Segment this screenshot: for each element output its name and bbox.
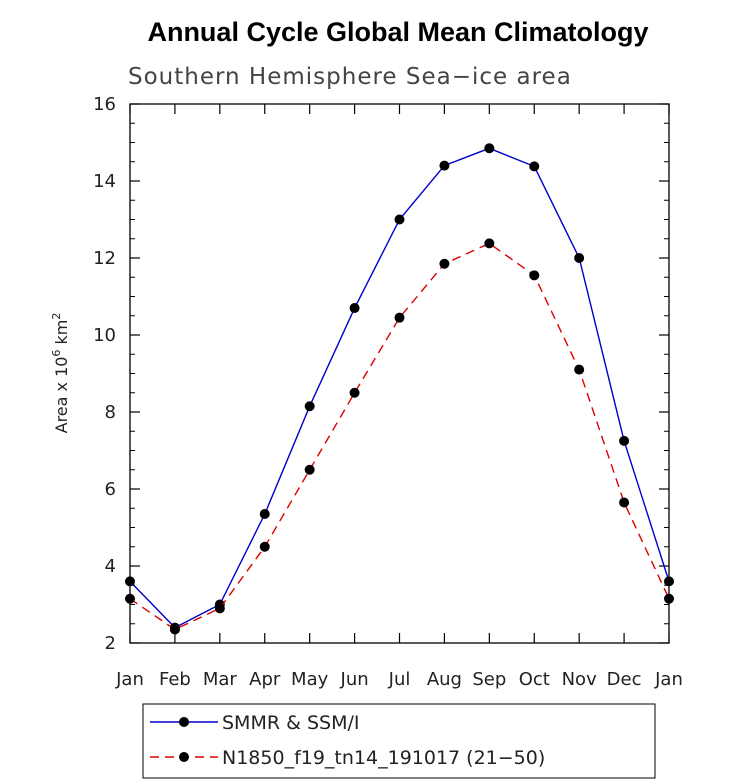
data-point bbox=[484, 238, 495, 249]
y-tick-label: 16 bbox=[93, 94, 116, 115]
legend-label: SMMR & SSM/I bbox=[222, 712, 359, 734]
data-point bbox=[574, 253, 585, 263]
data-point bbox=[259, 509, 270, 520]
legend: SMMR & SSM/I N1850_f19_tn14_191017 (21−50… bbox=[150, 712, 545, 769]
x-tick-label: Apr bbox=[249, 669, 281, 690]
y-tick-label: 2 bbox=[105, 633, 116, 654]
svg-text:Area x 106 km2: Area x 106 km2 bbox=[50, 313, 71, 434]
x-tick-label: Jul bbox=[388, 669, 411, 690]
series-1 bbox=[125, 143, 674, 633]
data-point bbox=[394, 214, 405, 225]
data-point bbox=[125, 576, 135, 587]
x-tick-label: Oct bbox=[519, 669, 550, 690]
data-point bbox=[619, 435, 630, 446]
data-point bbox=[125, 593, 135, 604]
data-point bbox=[304, 464, 315, 475]
series-line bbox=[129, 242, 670, 631]
x-tick-label: May bbox=[291, 669, 329, 690]
y-tick-label: 14 bbox=[93, 171, 116, 192]
y-label-prefix: Area x 10 bbox=[52, 357, 71, 434]
data-point bbox=[484, 143, 495, 154]
data-point bbox=[169, 624, 180, 635]
axis-ticks: 2 4 6 8 10 12 14 16 Jan Feb Mar Apr May Jun Jul Aug Sep O… bbox=[93, 94, 683, 690]
series-layer bbox=[125, 143, 674, 635]
legend-marker bbox=[179, 717, 189, 727]
data-point bbox=[259, 541, 270, 552]
plot-frame bbox=[129, 103, 670, 644]
x-tick-label: Nov bbox=[562, 669, 597, 690]
x-tick-label: Dec bbox=[607, 669, 642, 690]
data-point bbox=[439, 160, 450, 171]
legend-box bbox=[142, 703, 656, 779]
data-point bbox=[394, 312, 405, 323]
data-point bbox=[349, 387, 360, 398]
y-tick-label: 12 bbox=[93, 248, 116, 269]
y-axis-label: Area x 106 km2 bbox=[50, 313, 71, 434]
data-point bbox=[304, 401, 315, 412]
data-point bbox=[664, 593, 674, 604]
chart-title: Annual Cycle Global Mean Climatology bbox=[147, 17, 648, 47]
x-tick-label: Sep bbox=[472, 669, 506, 690]
data-point bbox=[439, 258, 450, 269]
y-tick-label: 8 bbox=[105, 402, 116, 423]
x-tick-label: Jan bbox=[115, 669, 144, 690]
legend-marker bbox=[179, 752, 189, 762]
data-point bbox=[529, 161, 540, 172]
x-tick-label: Jan bbox=[654, 669, 683, 690]
y-label-unit-exponent: 2 bbox=[50, 313, 63, 320]
data-point bbox=[619, 497, 630, 508]
series-2 bbox=[125, 238, 674, 635]
y-tick-label: 10 bbox=[93, 325, 116, 346]
data-point bbox=[529, 270, 540, 281]
x-tick-label: Aug bbox=[427, 669, 462, 690]
chart-subtitle: Southern Hemisphere Sea−ice area bbox=[128, 64, 572, 90]
legend-label: N1850_f19_tn14_191017 (21−50) bbox=[222, 747, 545, 769]
data-point bbox=[214, 603, 225, 614]
y-tick-label: 6 bbox=[105, 479, 116, 500]
data-point bbox=[664, 576, 674, 587]
data-point bbox=[349, 303, 360, 314]
y-label-unit: km bbox=[52, 320, 71, 350]
x-tick-label: Feb bbox=[159, 669, 191, 690]
x-tick-label: Jun bbox=[340, 669, 369, 690]
x-tick-label: Mar bbox=[203, 669, 238, 690]
data-point bbox=[574, 364, 585, 375]
y-tick-label: 4 bbox=[105, 556, 116, 577]
y-label-exponent: 6 bbox=[50, 350, 63, 357]
